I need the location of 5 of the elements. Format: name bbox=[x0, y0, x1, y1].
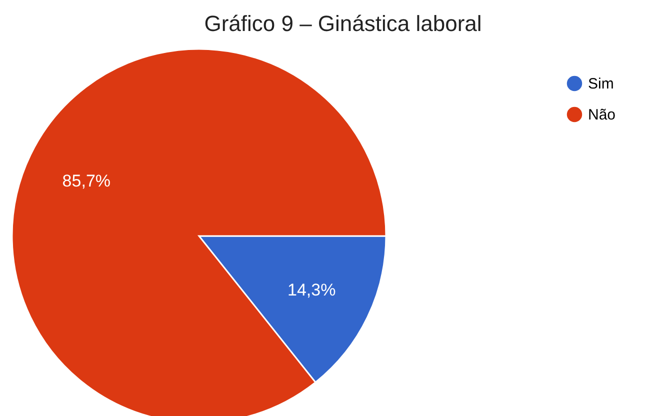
data-label: 85,7% bbox=[62, 172, 111, 191]
legend-label: Sim bbox=[588, 76, 614, 92]
data-label: 14,3% bbox=[287, 280, 336, 300]
legend-label: Não bbox=[588, 106, 616, 124]
chart-title: Gráfico 9 – Ginástica laboral bbox=[204, 11, 482, 36]
